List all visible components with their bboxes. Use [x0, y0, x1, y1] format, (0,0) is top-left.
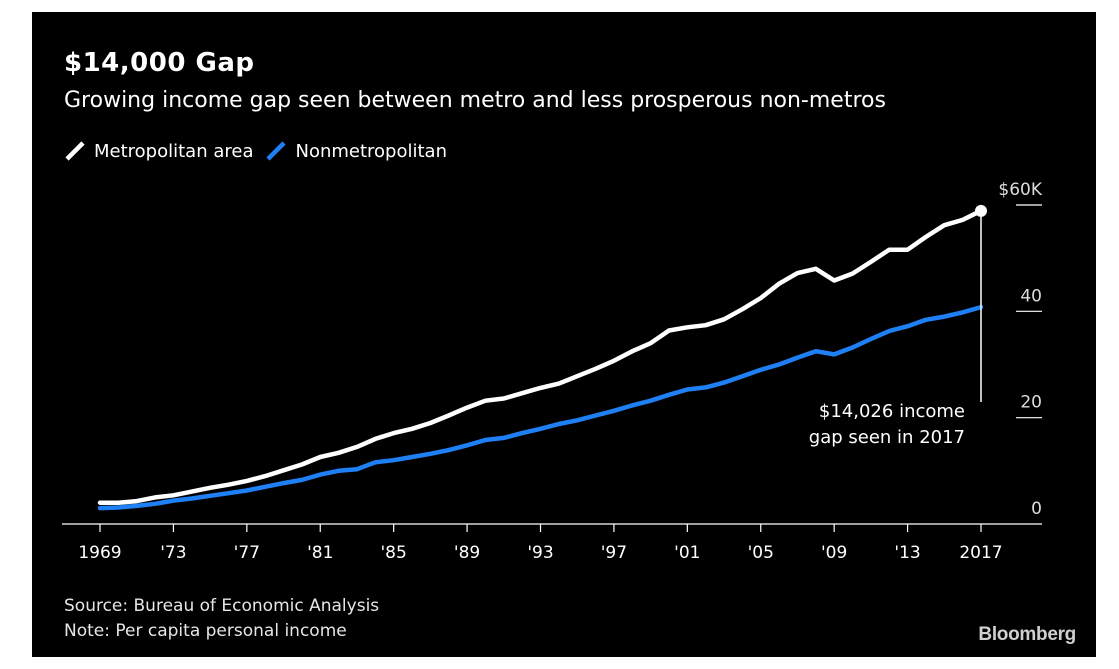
x-tick-label: '05: [748, 543, 774, 563]
metro-end-marker: [975, 204, 987, 217]
annotation-line1: $14,026 income: [819, 401, 965, 422]
y-tick-label: 0: [1031, 499, 1042, 519]
chart-title: $14,000 Gap: [64, 48, 255, 78]
legend-swatch-nonmetro: [266, 141, 287, 161]
series-line-nonmetropolitan: [97, 304, 984, 511]
x-tick-label: '97: [601, 543, 627, 563]
x-tick-label: '01: [674, 543, 700, 563]
annotation-line2: gap seen in 2017: [809, 427, 965, 448]
x-tick-label: '93: [527, 543, 553, 563]
legend-item-nonmetro: Nonmetropolitan: [265, 140, 447, 162]
x-tick-label: 2017: [959, 543, 1002, 563]
x-tick-label: '73: [160, 543, 186, 563]
x-tick-label: '13: [894, 543, 920, 563]
legend-swatch-metro: [65, 141, 85, 161]
chart-subtitle: Growing income gap seen between metro an…: [64, 88, 886, 113]
note-text: Note: Per capita personal income: [64, 621, 347, 641]
y-tick-label: $60K: [998, 180, 1042, 200]
line-chart: 1969 '73 '77 '81 '85 '89 '93 '97 '01 '05 '09 '13 201…: [62, 180, 1043, 563]
y-tick-label: 40: [1020, 286, 1042, 306]
chart-frame: $14,000 Gap Growing income gap seen betw…: [32, 12, 1096, 657]
chart-footer: Source: Bureau of Economic Analysis Note…: [64, 594, 379, 644]
source-text: Source: Bureau of Economic Analysis: [64, 596, 380, 616]
x-tick-label: '81: [307, 543, 333, 563]
chart-legend: Metropolitan area Nonmetropolitan: [64, 140, 459, 162]
x-tick-label: '85: [381, 543, 407, 563]
x-tick-label: '77: [234, 543, 260, 563]
legend-item-metro: Metropolitan area: [64, 140, 253, 162]
x-tick-label: '89: [454, 543, 480, 563]
x-tick-label: 1969: [78, 543, 121, 563]
legend-label-metro: Metropolitan area: [94, 140, 254, 162]
y-tick-label: 20: [1020, 393, 1042, 413]
legend-label-nonmetro: Nonmetropolitan: [295, 140, 447, 162]
x-tick-label: '09: [821, 543, 847, 563]
series-line-metropolitan: [97, 208, 984, 505]
bloomberg-logo: Bloomberg: [978, 624, 1076, 645]
